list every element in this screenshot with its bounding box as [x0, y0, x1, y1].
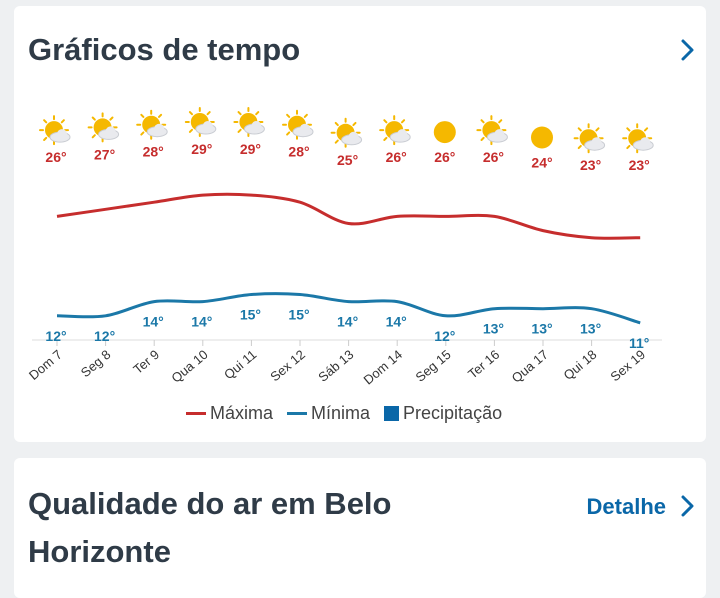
max-temp-line — [56, 192, 641, 240]
max-temp-label: 28° — [143, 144, 164, 160]
min-temp-label: 12° — [94, 328, 115, 344]
partly-sunny-icon — [379, 115, 411, 146]
x-tick-label: Ter 9 — [130, 347, 162, 377]
x-tick-label: Qua 17 — [509, 347, 551, 386]
max-temp-label: 24° — [531, 155, 552, 171]
legend-precip-swatch — [384, 406, 400, 421]
x-tick-label: Seg 8 — [78, 347, 114, 380]
x-tick-label: Sex 12 — [267, 347, 308, 385]
min-temp-label: 11° — [629, 335, 649, 351]
min-temp-label: 13° — [531, 321, 552, 337]
min-temp-label: 15° — [288, 307, 309, 323]
weather-chart: 26° 12° 27° 12° 28° 14° 29° 14° 29° 15° 28° 15° 25° 1… — [26, 107, 662, 388]
x-tick-label: Qua 10 — [168, 347, 210, 386]
legend-max[interactable]: Máxima — [186, 403, 273, 424]
max-temp-label: 29° — [240, 141, 261, 157]
max-temp-label: 25° — [337, 152, 358, 168]
partly-sunny-icon — [622, 123, 654, 154]
min-temp-label: 14° — [386, 314, 407, 330]
partly-sunny-icon — [330, 117, 363, 148]
max-temp-label: 29° — [191, 141, 212, 157]
legend-precip-label: Precipitação — [403, 403, 503, 423]
min-temp-label: 15° — [240, 307, 261, 323]
partly-sunny-icon — [39, 115, 71, 146]
legend-precip[interactable]: Precipitação — [384, 403, 502, 424]
x-tick-label: Dom 14 — [361, 347, 406, 388]
chevron-right-icon[interactable] — [680, 494, 696, 518]
partly-sunny-icon — [87, 112, 120, 143]
partly-sunny-icon — [282, 109, 314, 140]
partly-sunny-icon — [184, 107, 217, 137]
min-temp-label: 12° — [434, 328, 455, 344]
max-temp-label: 26° — [45, 149, 66, 165]
x-tick-label: Qui 18 — [561, 347, 600, 383]
max-temp-label: 28° — [288, 144, 309, 160]
max-temp-label: 26° — [386, 149, 407, 165]
partly-sunny-icon — [136, 109, 168, 140]
air-quality-title: Qualidade do ar em Belo Horizonte — [28, 486, 392, 569]
x-tick-label: Sex 19 — [607, 347, 648, 385]
x-tick-label: Sáb 13 — [315, 347, 356, 385]
partly-sunny-icon — [573, 123, 606, 154]
weather-charts-card: Gráficos de tempo 26° 12° 27° 12° 28° 14° 29° 1… — [14, 6, 706, 442]
weather-charts-title: Gráficos de tempo — [28, 32, 301, 67]
min-temp-label: 12° — [45, 328, 66, 344]
partly-sunny-icon — [476, 115, 508, 146]
legend-min-label: Mínima — [311, 403, 371, 423]
air-quality-card: Qualidade do ar em Belo Horizonte Detalh… — [14, 458, 706, 598]
legend-min[interactable]: Mínima — [287, 403, 370, 424]
legend-max-swatch — [186, 412, 206, 415]
legend-min-swatch — [287, 412, 308, 415]
min-temp-label: 14° — [191, 314, 212, 330]
detail-link[interactable]: Detalhe — [586, 494, 666, 519]
chart-legend: Máxima Mínima Precipitação — [186, 403, 516, 424]
min-temp-label: 14° — [337, 314, 358, 330]
max-temp-label: 23° — [629, 157, 650, 173]
max-temp-label: 27° — [94, 146, 115, 162]
min-temp-label: 14° — [143, 314, 164, 330]
x-tick-label: Seg 15 — [413, 347, 454, 385]
partly-sunny-icon — [233, 107, 265, 137]
max-temp-label: 26° — [483, 149, 504, 165]
chevron-right-icon[interactable] — [680, 38, 696, 62]
max-temp-label: 26° — [434, 149, 455, 165]
min-temp-label: 13° — [580, 321, 601, 337]
min-temp-label: 13° — [483, 321, 504, 337]
x-tick-label: Ter 16 — [465, 347, 502, 382]
min-temp-line — [56, 292, 641, 325]
x-tick-label: Qui 11 — [221, 347, 259, 382]
sun-icon — [433, 121, 456, 144]
max-temp-label: 23° — [580, 157, 601, 173]
x-tick-label: Dom 7 — [26, 347, 65, 383]
sun-icon — [531, 126, 553, 149]
legend-max-label: Máxima — [210, 403, 274, 423]
